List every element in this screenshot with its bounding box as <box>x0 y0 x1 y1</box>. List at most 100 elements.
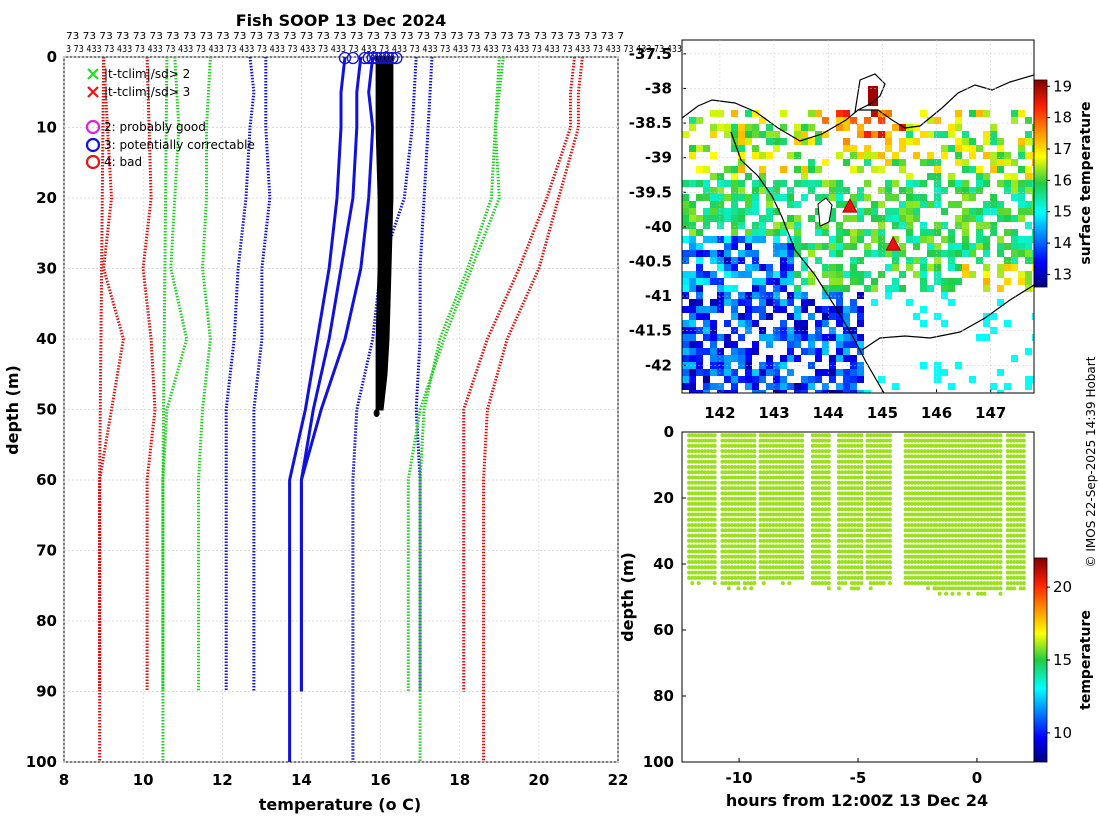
section-point <box>777 517 782 522</box>
section-point <box>746 465 750 469</box>
section-point <box>723 454 728 459</box>
section-point <box>972 570 977 575</box>
section-point <box>972 560 977 564</box>
section-point <box>940 586 945 591</box>
section-point <box>976 449 981 454</box>
section-point <box>796 480 801 485</box>
section-point <box>709 533 714 538</box>
section-point <box>768 507 773 512</box>
section-point <box>1018 475 1023 480</box>
section-point <box>749 465 754 469</box>
sst-cell <box>997 299 1004 306</box>
section-point <box>992 549 997 554</box>
section-point <box>739 549 744 554</box>
sst-cell <box>843 215 850 222</box>
section-point <box>972 491 977 496</box>
sst-cell <box>1018 201 1025 208</box>
section-point <box>934 491 939 496</box>
section-point <box>761 454 766 459</box>
section-point <box>837 517 841 522</box>
section-point <box>1012 475 1017 480</box>
section-point <box>944 443 949 448</box>
section-point <box>687 533 692 538</box>
section-point <box>953 507 958 512</box>
section-point <box>859 528 864 533</box>
section-point <box>875 549 880 554</box>
section-point <box>929 480 934 485</box>
section-point <box>817 459 822 464</box>
sst-cell <box>780 278 787 285</box>
section-point <box>919 554 924 559</box>
section-point <box>771 570 776 575</box>
section-point <box>790 459 795 464</box>
section-point <box>919 491 924 496</box>
sst-cell <box>794 236 801 243</box>
sst-cell <box>717 236 724 243</box>
sst-cell <box>738 194 745 201</box>
section-point <box>796 433 801 438</box>
section-point <box>730 443 734 448</box>
section-point <box>706 544 711 549</box>
sst-cell <box>885 159 892 166</box>
sst-cell <box>1032 229 1034 236</box>
section-point <box>758 507 763 512</box>
section-point <box>871 433 876 438</box>
sst-cell <box>850 383 857 390</box>
section-point <box>916 443 921 448</box>
section-point <box>774 565 779 570</box>
sst-cell <box>962 208 969 215</box>
section-point <box>937 591 942 596</box>
section-point <box>929 533 934 538</box>
sst-cell <box>969 145 976 152</box>
section-point <box>881 554 886 559</box>
sst-cell <box>815 138 822 145</box>
section-point <box>849 438 854 443</box>
sst-cell <box>682 376 689 383</box>
section-point <box>906 512 911 517</box>
section-point <box>780 533 785 538</box>
section-point <box>919 560 924 564</box>
section-point <box>730 549 734 554</box>
section-ylabel: depth (m) <box>618 552 637 642</box>
series-line-mean-1sd-a <box>299 56 363 692</box>
sst-cell <box>934 187 941 194</box>
sst-cell <box>787 313 794 320</box>
section-point <box>950 491 955 496</box>
section-point <box>940 438 945 443</box>
sst-cell <box>836 341 843 348</box>
section-point <box>771 433 776 438</box>
section-point <box>913 449 918 454</box>
section-point <box>749 438 754 443</box>
section-point <box>693 475 698 480</box>
section-point <box>768 560 773 564</box>
section-point <box>1021 517 1026 522</box>
section-point <box>699 549 704 554</box>
section-x-tick-label: -5 <box>850 769 867 787</box>
sst-cell <box>696 271 703 278</box>
section-point <box>720 581 725 586</box>
sst-cell <box>850 271 857 278</box>
section-point <box>903 560 908 564</box>
section-point <box>771 465 776 469</box>
section-point <box>913 560 918 564</box>
sst-cell <box>766 264 773 271</box>
section-point <box>746 433 750 438</box>
section-point <box>742 443 747 448</box>
sst-cell <box>850 264 857 271</box>
section-point <box>929 438 934 443</box>
sst-cell <box>731 271 738 278</box>
section-point <box>910 459 914 464</box>
section-point <box>720 523 725 528</box>
section-point <box>937 512 942 517</box>
section-point <box>758 528 763 533</box>
sst-cell <box>717 306 724 313</box>
section-point <box>696 512 701 517</box>
section-point <box>720 449 725 454</box>
sst-cell <box>724 292 731 299</box>
section-point <box>982 491 987 496</box>
section-point <box>746 554 750 559</box>
section-point <box>817 433 822 438</box>
section-point <box>796 501 801 506</box>
sst-cell <box>815 229 822 236</box>
section-point <box>853 496 857 501</box>
